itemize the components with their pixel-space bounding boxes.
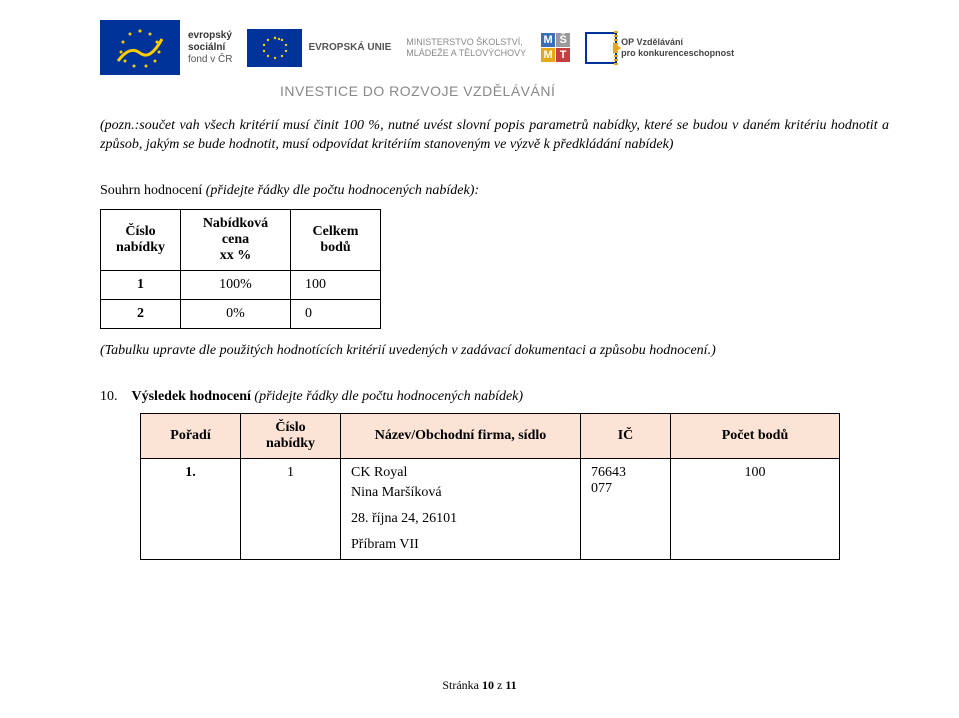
nazev-line2: Nina Maršíková [351,485,570,501]
pozn-paragraph: (pozn.:součet vah všech kritérií musí či… [100,117,889,155]
table-header-row: Pořadí Číslo nabídky Název/Obchodní firm… [141,413,840,458]
cell-price: 0% [181,299,291,328]
msmt-line1: MINISTERSTVO ŠKOLSTVÍ, [406,37,526,48]
summary-title-ital: (přidejte řádky dle počtu hodnocených na… [206,183,479,198]
col-poradi: Pořadí [141,413,241,458]
col-celkem-bodu: Celkem bodů [291,209,381,270]
footer-total: 11 [505,678,516,692]
nazev-line1: CK Royal [351,465,570,481]
result-heading: 10. Výsledek hodnocení (přidejte řádky d… [100,389,889,405]
cell-points: 0 [291,299,381,328]
col-cislo-nabidky: Číslo nabídky [241,413,341,458]
result-heading-ital: (přidejte řádky dle počtu hodnocených na… [254,389,523,404]
esf-line1: evropský [188,30,232,42]
esf-logo: evropský sociální fond v ČR [100,20,232,75]
summary-table: Číslo nabídky Nabídková cena xx % Celkem… [100,209,381,329]
page-footer: Stránka 10 z 11 [0,678,959,693]
nazev-line4: Příbram VII [351,537,570,553]
nazev-line3: 28. října 24, 26101 [351,511,570,527]
op-icon [585,32,617,64]
op-logo: OP Vzdělávání pro konkurenceschopnost [585,32,734,64]
esf-line2: sociální [188,42,232,54]
footer-prefix: Stránka [442,678,482,692]
cell-poradi: 1. [141,458,241,559]
eu-logo: EVROPSKÁ UNIE [247,29,391,67]
result-table: Pořadí Číslo nabídky Název/Obchodní firm… [140,413,840,560]
col-nazev: Název/Obchodní firma, sídlo [341,413,581,458]
cell-cislo: 1 [241,458,341,559]
col-cislo-nabidky: Číslo nabídky [101,209,181,270]
summary-title: Souhrn hodnocení (přidejte řádky dle poč… [100,183,889,199]
table-row: 1 100% 100 [101,270,381,299]
msmt-line2: MLÁDEŽE A TĚLOVÝCHOVY [406,48,526,59]
summary-title-plain: Souhrn hodnocení [100,183,206,198]
esf-text: evropský sociální fond v ČR [188,30,232,66]
msmt-squares-icon: M Š M T [541,33,570,62]
table-header-row: Číslo nabídky Nabídková cena xx % Celkem… [101,209,381,270]
col2-line1: Nabídková cena [195,216,276,248]
col-pocet-bodu: Počet bodů [671,413,840,458]
cell-num: 1 [101,270,181,299]
eu-flag-icon [247,29,302,67]
op-line1: OP Vzdělávání [621,37,734,48]
col2-line2: xx % [195,248,276,264]
msmt-logo: MINISTERSTVO ŠKOLSTVÍ, MLÁDEŽE A TĚLOVÝC… [406,37,526,59]
result-number: 10. [100,389,128,405]
result-heading-bold: Výsledek hodnocení [132,389,255,404]
ic-line1: 76643 [591,465,660,481]
ic-line2: 077 [591,481,660,497]
table-row: 2 0% 0 [101,299,381,328]
sponsor-banner: evropský sociální fond v ČR EVROPSKÁ UNI… [100,20,889,75]
cell-nazev: CK Royal Nina Maršíková 28. října 24, 26… [341,458,581,559]
col-nabidkova-cena: Nabídková cena xx % [181,209,291,270]
table-row: 1. 1 CK Royal Nina Maršíková 28. října 2… [141,458,840,559]
footer-page: 10 [482,678,494,692]
eu-label: EVROPSKÁ UNIE [308,42,391,53]
summary-note: (Tabulku upravte dle použitých hodnotící… [100,343,889,359]
pozn-text: (pozn.:součet vah všech kritérií musí či… [100,117,889,155]
cell-ic: 76643 077 [581,458,671,559]
cell-num: 2 [101,299,181,328]
esf-line3: fond v ČR [188,54,232,66]
cell-price: 100% [181,270,291,299]
footer-of: z [494,678,505,692]
cell-points: 100 [291,270,381,299]
investice-tagline: INVESTICE DO ROZVOJE VZDĚLÁVÁNÍ [280,83,889,99]
op-line2: pro konkurenceschopnost [621,48,734,59]
esf-flag-icon [100,20,180,75]
col-ic: IČ [581,413,671,458]
cell-body: 100 [671,458,840,559]
